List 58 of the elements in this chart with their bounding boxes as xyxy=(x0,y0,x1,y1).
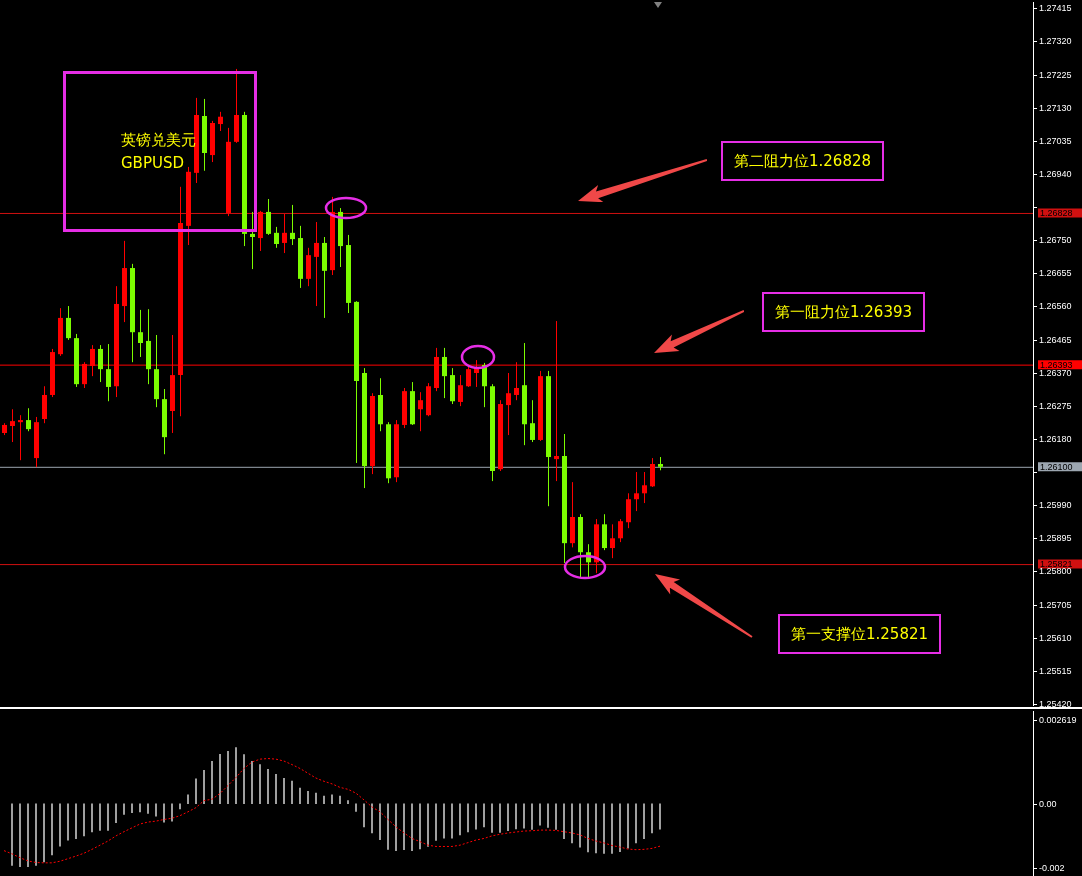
candlestick xyxy=(266,198,271,236)
text: GBPUSD xyxy=(121,153,185,173)
y-tick-label: 1.25515 xyxy=(1039,665,1072,676)
candlestick xyxy=(506,372,511,436)
candlestick xyxy=(618,518,623,543)
y-tick-label: 1.26275 xyxy=(1039,400,1072,411)
candlestick xyxy=(626,492,631,529)
candlestick xyxy=(66,305,71,341)
y-tick-label: 1.26465 xyxy=(1039,334,1072,345)
candlestick xyxy=(10,408,15,443)
y-tick-label: 1.25895 xyxy=(1039,532,1072,543)
y-tick-label: 1.25705 xyxy=(1039,599,1072,610)
candlestick xyxy=(314,221,319,307)
ref-line-label: 1.26100 xyxy=(1040,461,1073,472)
candlestick xyxy=(274,226,279,249)
y-tick-label: 1.25990 xyxy=(1039,499,1072,510)
y-tick-label: 1.27130 xyxy=(1039,102,1072,113)
y-tick-label: 1.27320 xyxy=(1039,35,1072,46)
candlestick xyxy=(282,213,287,254)
candlestick xyxy=(530,399,535,443)
candlestick xyxy=(18,414,23,461)
annotation: 第一阻力位1.26393 xyxy=(762,292,926,332)
candlestick xyxy=(442,347,447,399)
annotation: 第二阻力位1.26828 xyxy=(721,141,885,181)
y-tick-label: 1.25420 xyxy=(1039,698,1072,709)
candlestick xyxy=(642,471,647,504)
candlestick xyxy=(602,513,607,551)
y-tick-label: 1.26750 xyxy=(1039,234,1072,245)
candlestick xyxy=(650,457,655,488)
y-tick-label: 1.27225 xyxy=(1039,69,1072,80)
candlestick xyxy=(306,247,311,287)
candlestick xyxy=(418,391,423,432)
candlestick xyxy=(250,211,255,270)
y-tick-label: 1.25610 xyxy=(1039,632,1072,643)
candlestick xyxy=(26,407,31,432)
candlestick xyxy=(634,471,639,512)
candlestick xyxy=(98,344,103,383)
y-tick-label: 1.26940 xyxy=(1039,168,1072,179)
y-tick-label: 1.27415 xyxy=(1039,2,1072,13)
ref-line-label: 1.26393 xyxy=(1040,359,1073,370)
y-tick-label: 0.002619 xyxy=(1039,714,1077,725)
candlestick xyxy=(466,364,471,388)
y-tick-label: 0.00 xyxy=(1039,798,1057,809)
y-tick-label: 1.26560 xyxy=(1039,300,1072,311)
y-tick-label: 1.26370 xyxy=(1039,367,1072,378)
y-tick-label: 1.27035 xyxy=(1039,135,1072,146)
candlestick xyxy=(106,343,111,402)
candlestick xyxy=(610,523,615,559)
candlestick xyxy=(458,374,463,407)
ref-line-label: 1.26828 xyxy=(1040,207,1073,218)
candlestick xyxy=(138,309,143,358)
y-tick-label: 1.26655 xyxy=(1039,267,1072,278)
candlestick xyxy=(218,111,223,132)
annotation: 第一支撑位1.25821 xyxy=(778,614,942,654)
y-tick-label: -0.002 xyxy=(1039,862,1065,873)
line-series xyxy=(3,758,661,864)
candlestick xyxy=(290,204,295,246)
y-tick-label: 1.26180 xyxy=(1039,433,1072,444)
